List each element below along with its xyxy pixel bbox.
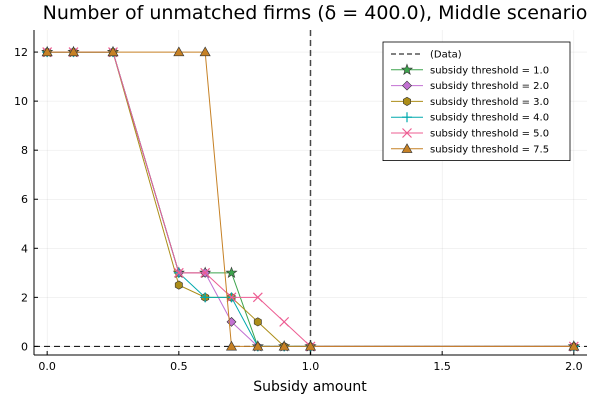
legend-label: subsidy threshold = 2.0: [430, 81, 549, 92]
data-point: [252, 340, 264, 351]
y-tick-label: 12: [14, 46, 28, 59]
legend-item: subsidy threshold = 2.0: [391, 80, 549, 92]
y-tick-label: 8: [21, 144, 28, 157]
data-point: [252, 292, 263, 303]
data-point: [225, 340, 238, 351]
legend-item: (Data): [391, 50, 462, 61]
data-point: [173, 46, 185, 57]
y-tick-label: 4: [21, 242, 28, 255]
data-point: [107, 46, 119, 57]
legend-label: (Data): [430, 50, 462, 61]
data-point: [41, 46, 53, 57]
chart-title: Number of unmatched firms (δ = 400.0), M…: [43, 2, 588, 24]
legend-item: subsidy threshold = 4.0: [391, 112, 549, 124]
legend-label: subsidy threshold = 3.0: [430, 97, 549, 108]
legend-swatch-marker: [402, 112, 412, 123]
legend-label: subsidy threshold = 4.0: [430, 113, 549, 124]
data-point: [225, 266, 238, 278]
y-tick-label: 10: [14, 95, 28, 108]
legend-swatch-marker: [402, 80, 412, 91]
x-tick-label: 1.5: [433, 360, 451, 373]
data-point: [174, 280, 183, 290]
data-point: [200, 267, 211, 278]
data-point: [173, 267, 184, 278]
data-point: [279, 316, 290, 327]
legend-swatch-marker: [401, 143, 413, 153]
data-point: [253, 317, 262, 327]
data-point: [568, 340, 580, 351]
data-point: [278, 340, 290, 351]
tick-labels: 0.0 0.5 1.0 1.5 2.0 0 2 4 6 8 10 12: [14, 46, 583, 373]
legend: (Data) subsidy threshold = 1.0 subsidy thr…: [382, 41, 571, 161]
series-layer: [41, 45, 580, 352]
x-tick-label: 0.0: [38, 360, 56, 373]
legend-item: subsidy threshold = 1.0: [391, 63, 549, 76]
data-point: [67, 46, 80, 57]
x-tick-label: 2.0: [565, 360, 583, 373]
legend-item: subsidy threshold = 5.0: [391, 128, 549, 140]
series-line: [47, 51, 574, 347]
legend-label: subsidy threshold = 5.0: [430, 129, 549, 140]
y-tick-label: 0: [21, 340, 28, 353]
legend-swatch-marker: [400, 63, 414, 75]
legend-swatch-marker: [402, 128, 412, 138]
y-tick-label: 6: [21, 193, 28, 206]
legend-item: subsidy threshold = 7.5: [391, 143, 549, 155]
legend-swatch-marker: [403, 96, 411, 106]
data-point: [226, 292, 237, 303]
data-point: [199, 46, 211, 57]
y-tick-label: 2: [21, 291, 28, 304]
data-point: [200, 292, 211, 303]
series-6: [41, 46, 580, 351]
data-point: [304, 340, 317, 351]
legend-label: subsidy threshold = 7.5: [430, 144, 549, 155]
legend-label: subsidy threshold = 1.0: [430, 65, 549, 76]
x-tick-label: 1.0: [302, 360, 320, 373]
x-tick-label: 0.5: [170, 360, 188, 373]
x-axis-label: Subsidy amount: [253, 379, 367, 395]
legend-item: subsidy threshold = 3.0: [391, 96, 549, 108]
